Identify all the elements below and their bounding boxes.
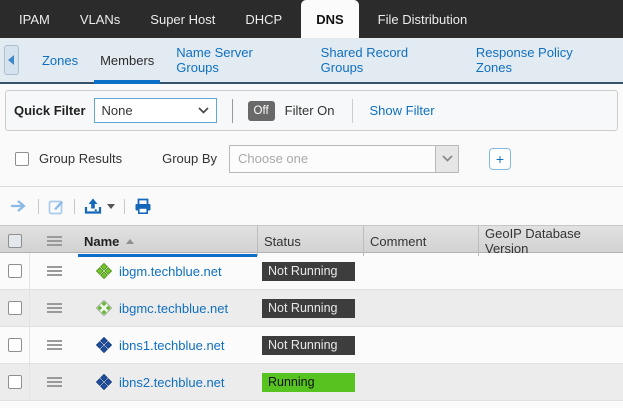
select-all-checkbox[interactable] xyxy=(8,234,22,248)
group-bar: Group Results Group By Choose one + xyxy=(0,131,623,187)
status-badge: Not Running xyxy=(262,335,355,355)
row-checkbox[interactable] xyxy=(7,375,22,389)
group-results-checkbox[interactable] xyxy=(15,151,29,166)
print-icon[interactable] xyxy=(134,198,152,215)
sort-ascending-icon xyxy=(126,238,135,244)
table-row[interactable]: ibns1.techblue.net Not Running xyxy=(0,327,623,364)
row-checkbox[interactable] xyxy=(7,301,22,315)
edit-icon[interactable] xyxy=(48,198,65,215)
row-menu-icon[interactable] xyxy=(46,264,62,278)
status-badge: Running xyxy=(262,372,355,392)
divider xyxy=(74,198,75,214)
chevron-down-icon xyxy=(435,145,459,172)
row-menu-icon[interactable] xyxy=(46,338,62,352)
group-by-placeholder: Choose one xyxy=(238,151,309,166)
chevron-down-icon xyxy=(197,107,209,114)
group-by-label: Group By xyxy=(162,151,218,166)
sorted-column-indicator xyxy=(78,254,257,257)
column-header-geoip[interactable]: GeoIP Database Version xyxy=(478,226,623,256)
tab-super-host[interactable]: Super Host xyxy=(150,11,216,27)
members-table: Name Status Comment GeoIP Database Versi… xyxy=(0,225,623,401)
divider xyxy=(231,98,233,123)
divider xyxy=(38,198,39,214)
row-checkbox[interactable] xyxy=(7,338,22,352)
go-to-arrow-icon[interactable] xyxy=(9,198,29,214)
collapse-panel-button[interactable] xyxy=(4,45,19,75)
tab-dhcp[interactable]: DHCP xyxy=(245,11,283,27)
column-header-comment[interactable]: Comment xyxy=(363,226,478,256)
group-by-select[interactable]: Choose one xyxy=(229,144,460,173)
member-name-link[interactable]: ibgmc.techblue.net xyxy=(119,300,229,316)
table-row[interactable]: ibgm.techblue.net Not Running xyxy=(0,253,623,290)
top-navigation: IPAM VLANs Super Host DHCP DNS File Dist… xyxy=(0,0,623,38)
filter-toggle-button[interactable]: Off xyxy=(247,100,275,121)
sub-navigation: Zones Members Name Server Groups Shared … xyxy=(0,38,623,84)
tab-vlans[interactable]: VLANs xyxy=(79,11,121,27)
subtab-shared-record-groups[interactable]: Shared Record Groups xyxy=(320,45,409,75)
member-name-link[interactable]: ibns1.techblue.net xyxy=(119,337,225,353)
member-icon xyxy=(96,337,112,353)
subtab-members[interactable]: Members xyxy=(89,38,165,84)
export-icon[interactable] xyxy=(84,198,115,215)
tab-dns[interactable]: DNS xyxy=(301,0,359,38)
quick-filter-label: Quick Filter xyxy=(14,103,86,118)
member-name-link[interactable]: ibgm.techblue.net xyxy=(119,263,222,279)
row-checkbox[interactable] xyxy=(7,264,22,278)
table-row[interactable]: ibns2.techblue.net Running xyxy=(0,364,623,401)
table-row[interactable]: ibgmc.techblue.net Not Running xyxy=(0,290,623,327)
status-badge: Not Running xyxy=(262,261,355,281)
chevron-left-icon xyxy=(8,55,15,65)
group-results-label: Group Results xyxy=(39,151,123,166)
tab-ipam[interactable]: IPAM xyxy=(19,11,50,27)
show-filter-link[interactable]: Show Filter xyxy=(369,103,435,118)
filter-on-label: Filter On xyxy=(284,103,335,118)
divider xyxy=(351,98,353,123)
table-header-row: Name Status Comment GeoIP Database Versi… xyxy=(0,225,623,257)
row-menu-icon[interactable] xyxy=(46,301,62,315)
chevron-down-icon xyxy=(107,203,115,209)
quick-filter-select[interactable]: None xyxy=(93,98,217,123)
subtab-name-server-groups[interactable]: Name Server Groups xyxy=(176,45,253,75)
quick-filter-panel: Quick Filter None Off Filter On Show Fil… xyxy=(5,90,618,131)
action-toolbar xyxy=(0,187,623,225)
member-name-link[interactable]: ibns2.techblue.net xyxy=(119,374,225,390)
column-header-name[interactable]: Name xyxy=(78,226,257,257)
subtab-response-policy-zones[interactable]: Response Policy Zones xyxy=(475,45,573,75)
grid-master-candidate-icon xyxy=(96,300,112,316)
member-icon xyxy=(96,374,112,390)
add-group-button[interactable]: + xyxy=(489,147,512,170)
row-menu-icon[interactable] xyxy=(46,375,62,389)
status-badge: Not Running xyxy=(262,298,355,318)
divider xyxy=(124,198,125,214)
quick-filter-value: None xyxy=(101,103,133,118)
subtab-zones[interactable]: Zones xyxy=(41,52,79,68)
row-menu-icon[interactable] xyxy=(46,234,62,248)
column-header-status[interactable]: Status xyxy=(257,226,363,256)
grid-master-icon xyxy=(96,263,112,279)
tab-file-distribution[interactable]: File Distribution xyxy=(377,11,468,27)
